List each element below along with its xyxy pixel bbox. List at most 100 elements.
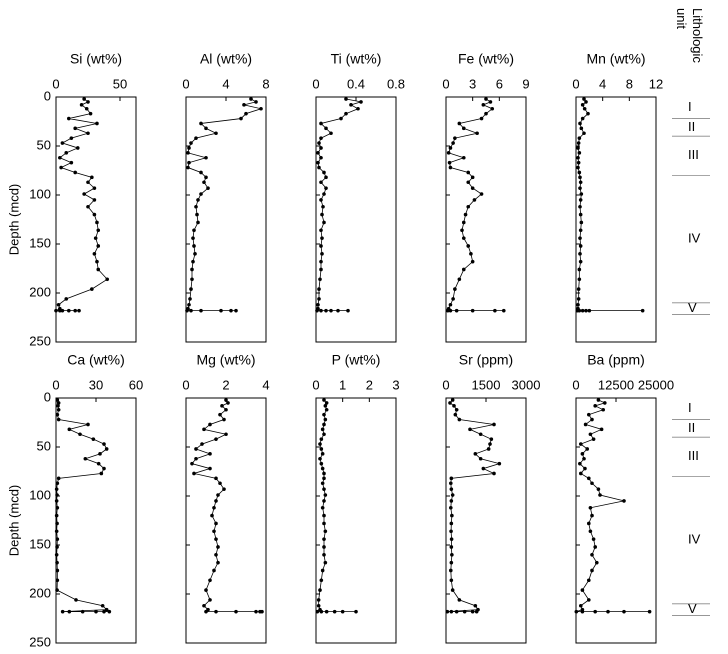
data-point bbox=[54, 499, 59, 503]
data-point bbox=[212, 529, 216, 534]
data-point bbox=[449, 545, 454, 549]
data-point bbox=[55, 578, 60, 583]
data-point bbox=[319, 259, 323, 264]
data-point bbox=[324, 609, 329, 614]
data-point bbox=[596, 487, 601, 491]
data-point bbox=[319, 198, 323, 202]
data-point bbox=[56, 417, 61, 422]
data-point bbox=[202, 180, 206, 185]
data-point bbox=[56, 476, 61, 481]
data-point bbox=[58, 308, 62, 313]
data-point bbox=[222, 487, 226, 491]
data-point bbox=[214, 131, 218, 136]
y-tick-label: 150 bbox=[29, 536, 51, 551]
data-point bbox=[202, 427, 206, 432]
data-point bbox=[450, 588, 455, 592]
data-point bbox=[318, 442, 322, 446]
data-point bbox=[59, 165, 63, 170]
data-point bbox=[73, 308, 77, 313]
data-point bbox=[191, 236, 195, 240]
data-point bbox=[449, 568, 453, 573]
data-point bbox=[90, 175, 94, 180]
data-point bbox=[492, 471, 496, 476]
panel-frame bbox=[55, 96, 137, 343]
data-point bbox=[214, 476, 218, 481]
data-point bbox=[578, 212, 583, 217]
data-point bbox=[578, 244, 583, 248]
data-point bbox=[450, 398, 455, 402]
data-point bbox=[579, 126, 584, 131]
panel-frame bbox=[55, 397, 137, 644]
data-point bbox=[457, 598, 462, 602]
data-point bbox=[622, 499, 626, 503]
data-point bbox=[319, 267, 323, 272]
data-point bbox=[588, 529, 593, 534]
data-point bbox=[208, 578, 212, 583]
data-point bbox=[578, 121, 582, 126]
data-point bbox=[336, 308, 340, 313]
data-point bbox=[92, 252, 97, 256]
data-point bbox=[449, 481, 453, 486]
data-point bbox=[445, 609, 450, 614]
data-point bbox=[90, 287, 94, 291]
unit-label: I bbox=[688, 400, 692, 415]
data-point bbox=[580, 103, 585, 107]
data-point bbox=[578, 186, 582, 190]
data-point bbox=[576, 302, 580, 307]
data-point bbox=[587, 476, 591, 481]
x-tick-label: 1 bbox=[339, 377, 346, 392]
data-point bbox=[578, 236, 582, 240]
data-point bbox=[105, 277, 109, 282]
data-point bbox=[582, 456, 586, 461]
data-point bbox=[580, 116, 585, 121]
data-point bbox=[492, 422, 496, 427]
data-point bbox=[452, 404, 456, 408]
data-point bbox=[340, 609, 345, 614]
data-point bbox=[466, 204, 471, 209]
data-point bbox=[470, 175, 475, 180]
panel-title: Ti (wt%) bbox=[331, 51, 382, 67]
data-point bbox=[576, 160, 581, 165]
data-point bbox=[324, 401, 329, 405]
data-point bbox=[214, 437, 218, 441]
data-point bbox=[195, 212, 199, 217]
data-point bbox=[448, 165, 453, 170]
data-point bbox=[577, 136, 582, 140]
data-point bbox=[64, 297, 69, 301]
data-point bbox=[82, 192, 86, 196]
data-point bbox=[73, 126, 77, 131]
data-point bbox=[259, 106, 263, 111]
x-tick-label: 0.8 bbox=[387, 76, 405, 91]
data-point bbox=[222, 417, 226, 422]
data-point bbox=[578, 252, 582, 256]
data-point bbox=[249, 97, 253, 101]
data-point bbox=[601, 407, 605, 412]
data-point bbox=[78, 432, 82, 437]
data-point bbox=[484, 97, 488, 101]
data-point bbox=[475, 131, 479, 136]
data-point bbox=[319, 155, 323, 160]
data-point bbox=[95, 220, 99, 225]
data-point bbox=[317, 287, 321, 291]
data-point bbox=[208, 452, 212, 456]
data-point bbox=[322, 487, 326, 491]
data-point bbox=[587, 578, 591, 583]
data-point bbox=[74, 598, 78, 602]
data-point bbox=[590, 417, 594, 422]
data-point bbox=[578, 259, 583, 264]
data-point bbox=[216, 493, 220, 497]
data-point bbox=[60, 141, 65, 145]
data-point bbox=[462, 609, 467, 614]
data-point bbox=[260, 609, 264, 614]
panel-title: Ca (wt%) bbox=[67, 352, 125, 368]
data-point bbox=[234, 609, 238, 614]
y-axis-label: Depth (mcd) bbox=[6, 184, 21, 256]
data-point bbox=[453, 287, 457, 291]
y-tick-label: 50 bbox=[37, 438, 51, 453]
x-tick-label: 3 bbox=[392, 377, 399, 392]
panel-title: Mg (wt%) bbox=[196, 352, 255, 368]
data-point bbox=[54, 553, 59, 557]
data-point bbox=[254, 100, 258, 104]
y-tick-label: 0 bbox=[44, 389, 51, 404]
profile-line bbox=[56, 399, 110, 613]
